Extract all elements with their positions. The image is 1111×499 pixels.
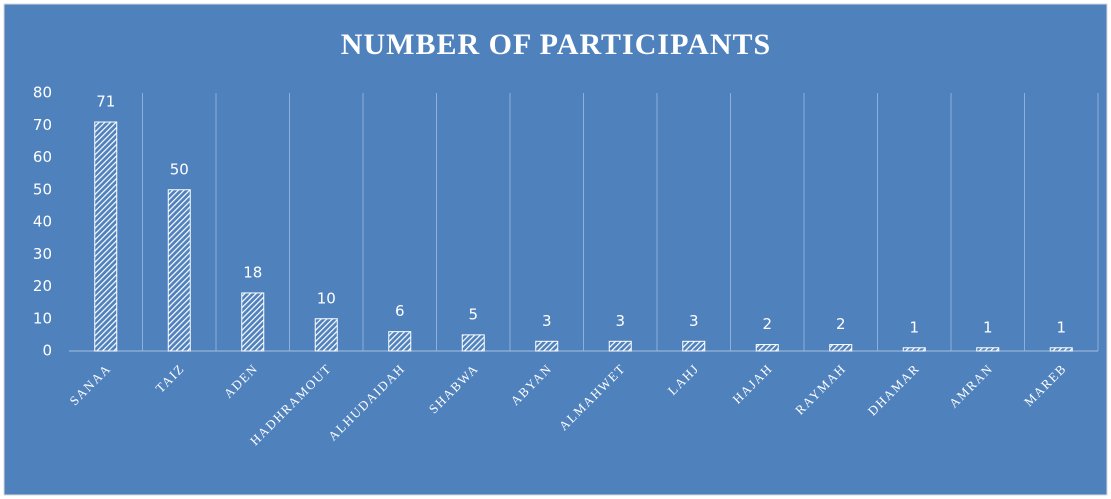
data-label: 18 [243, 263, 262, 281]
bar [1049, 347, 1073, 352]
bar [976, 347, 1000, 352]
data-label: 3 [615, 312, 625, 330]
y-tick-label: 40 [33, 213, 52, 231]
y-tick-label: 20 [33, 277, 52, 295]
y-tick-label: 60 [33, 148, 52, 166]
chart-title: NUMBER OF PARTICIPANTS [341, 28, 771, 61]
y-tick-label: 70 [33, 116, 52, 134]
y-tick-label: 0 [42, 342, 52, 360]
bar [682, 340, 706, 352]
bar [902, 347, 926, 352]
y-tick-label: 30 [33, 245, 52, 263]
data-label: 1 [909, 318, 919, 336]
y-tick-label: 10 [33, 309, 52, 327]
data-label: 1 [983, 318, 993, 336]
bar [755, 344, 779, 352]
data-label: 3 [689, 312, 699, 330]
bar [241, 292, 265, 352]
data-label: 3 [542, 312, 552, 330]
bar [94, 121, 118, 352]
bar [314, 318, 338, 352]
data-label: 50 [170, 160, 189, 178]
data-label: 5 [468, 305, 478, 323]
data-label: 10 [317, 289, 336, 307]
data-label: 2 [762, 315, 772, 333]
data-label: 6 [395, 302, 405, 320]
bar [608, 340, 632, 352]
data-label: 2 [836, 315, 846, 333]
y-tick-label: 80 [33, 84, 52, 102]
y-tick-label: 50 [33, 180, 52, 198]
data-label: 71 [96, 93, 115, 111]
bar [167, 189, 191, 352]
bar [388, 331, 412, 352]
bar [829, 344, 853, 352]
bar [535, 340, 559, 352]
bar [461, 334, 485, 352]
data-label: 1 [1056, 318, 1066, 336]
